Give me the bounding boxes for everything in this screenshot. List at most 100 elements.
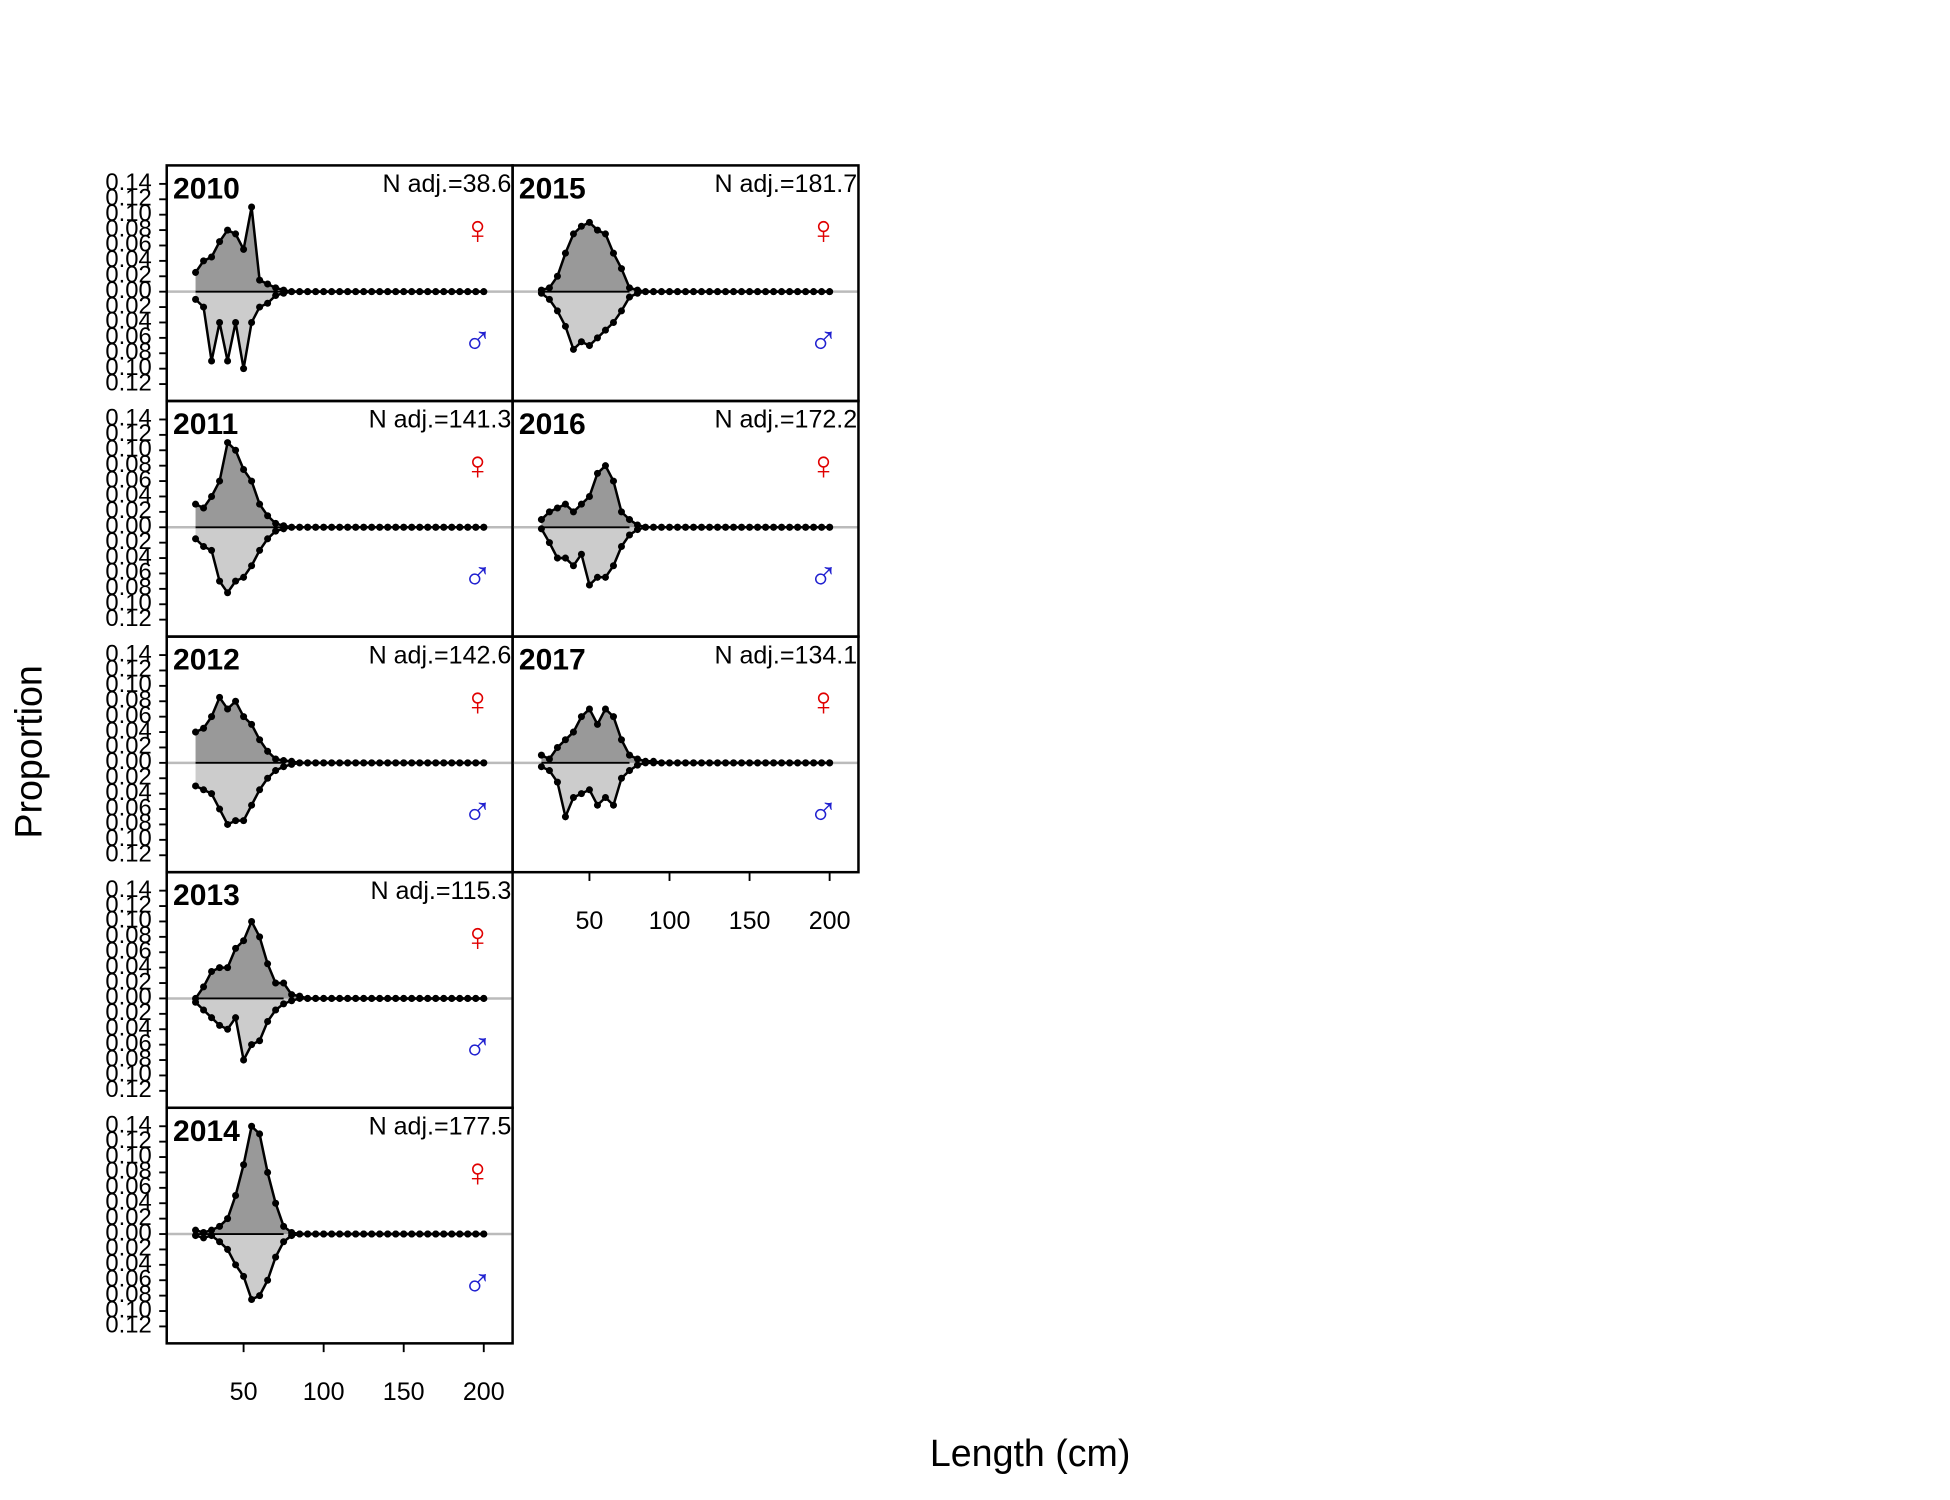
point bbox=[320, 759, 328, 767]
point bbox=[633, 755, 641, 763]
point bbox=[264, 1168, 272, 1176]
point bbox=[826, 759, 834, 767]
y-axis-label: Proportion bbox=[7, 665, 49, 838]
point bbox=[432, 288, 440, 296]
point bbox=[754, 288, 762, 296]
legend-symbol: ♀ bbox=[808, 680, 838, 724]
point bbox=[432, 523, 440, 531]
point bbox=[666, 759, 674, 767]
point bbox=[328, 288, 336, 296]
point bbox=[256, 276, 264, 284]
point bbox=[545, 295, 553, 303]
point bbox=[577, 222, 585, 230]
y-tick-label: 0.12 bbox=[105, 891, 151, 918]
y-tick-label: 0.14 bbox=[105, 876, 151, 903]
y-tick-label: 0.08 bbox=[105, 339, 151, 366]
point bbox=[448, 994, 456, 1002]
point bbox=[336, 1230, 344, 1238]
y-tick-label: 0.00 bbox=[105, 748, 151, 775]
point bbox=[264, 299, 272, 307]
y-tick-label: 0.02 bbox=[105, 968, 151, 995]
point bbox=[272, 519, 280, 527]
legend-symbol: ♂ bbox=[462, 1026, 492, 1070]
point bbox=[649, 523, 658, 531]
point bbox=[593, 720, 601, 728]
point bbox=[288, 760, 296, 768]
point bbox=[264, 960, 272, 968]
y-tick-label: 0.12 bbox=[105, 1127, 151, 1154]
point bbox=[810, 523, 818, 531]
point bbox=[448, 759, 456, 767]
point bbox=[633, 761, 641, 769]
point bbox=[553, 272, 561, 280]
point bbox=[730, 288, 738, 296]
area-fill bbox=[541, 527, 830, 586]
point bbox=[208, 713, 216, 721]
point bbox=[601, 326, 609, 334]
area-fill bbox=[541, 291, 830, 350]
point bbox=[826, 288, 834, 296]
y-tick-label: 0.04 bbox=[105, 482, 151, 509]
point bbox=[408, 288, 416, 296]
y-tick-label: 0.02 bbox=[105, 733, 151, 760]
area-fill bbox=[195, 442, 484, 528]
point bbox=[569, 508, 577, 516]
point bbox=[408, 523, 416, 531]
point bbox=[280, 1222, 288, 1230]
y-tick-label: 0.08 bbox=[105, 922, 151, 949]
legend-symbol: ♂ bbox=[808, 555, 838, 599]
panel-annotation: N adj.=181.7 bbox=[714, 170, 857, 198]
point bbox=[722, 759, 730, 767]
point bbox=[794, 288, 802, 296]
point bbox=[738, 288, 746, 296]
point bbox=[248, 1041, 256, 1049]
point bbox=[593, 334, 601, 342]
point bbox=[240, 365, 248, 373]
point bbox=[448, 288, 456, 296]
area-fill bbox=[195, 762, 484, 825]
point bbox=[553, 743, 561, 751]
point bbox=[272, 527, 280, 535]
y-tick-label: 0.06 bbox=[105, 702, 151, 729]
point bbox=[224, 357, 232, 365]
point bbox=[360, 288, 368, 296]
point bbox=[288, 523, 296, 531]
point bbox=[288, 991, 296, 999]
y-tick-label: 0.10 bbox=[105, 671, 151, 698]
point bbox=[208, 967, 216, 976]
area-fill bbox=[195, 998, 484, 1061]
point bbox=[360, 994, 368, 1002]
point bbox=[240, 245, 248, 253]
point bbox=[569, 230, 577, 238]
y-tick-label: 0.08 bbox=[105, 574, 151, 601]
point bbox=[336, 759, 344, 767]
y-tick-label: 0.08 bbox=[105, 215, 151, 242]
point bbox=[480, 288, 488, 296]
x-tick-label: 150 bbox=[383, 1378, 425, 1406]
point bbox=[384, 994, 392, 1002]
panel-annotation: N adj.=177.5 bbox=[369, 1112, 512, 1140]
y-tick-label: 0.04 bbox=[105, 1189, 151, 1216]
point bbox=[256, 933, 264, 941]
point bbox=[456, 759, 464, 767]
point bbox=[826, 523, 834, 531]
point bbox=[585, 342, 593, 350]
point bbox=[216, 1222, 224, 1230]
point bbox=[200, 504, 208, 512]
point bbox=[585, 705, 593, 713]
point bbox=[770, 288, 778, 296]
point bbox=[464, 759, 472, 767]
point bbox=[312, 759, 320, 767]
point bbox=[248, 1295, 256, 1303]
point bbox=[384, 288, 392, 296]
y-tick-label: 0.10 bbox=[105, 1061, 151, 1088]
point bbox=[224, 439, 232, 447]
y-tick-label: 0.12 bbox=[105, 185, 151, 212]
x-tick-label: 100 bbox=[303, 1378, 345, 1406]
point bbox=[368, 994, 376, 1002]
point bbox=[633, 526, 641, 534]
point bbox=[280, 1000, 288, 1008]
y-tick-label: 0.04 bbox=[105, 953, 151, 980]
point bbox=[416, 523, 424, 531]
